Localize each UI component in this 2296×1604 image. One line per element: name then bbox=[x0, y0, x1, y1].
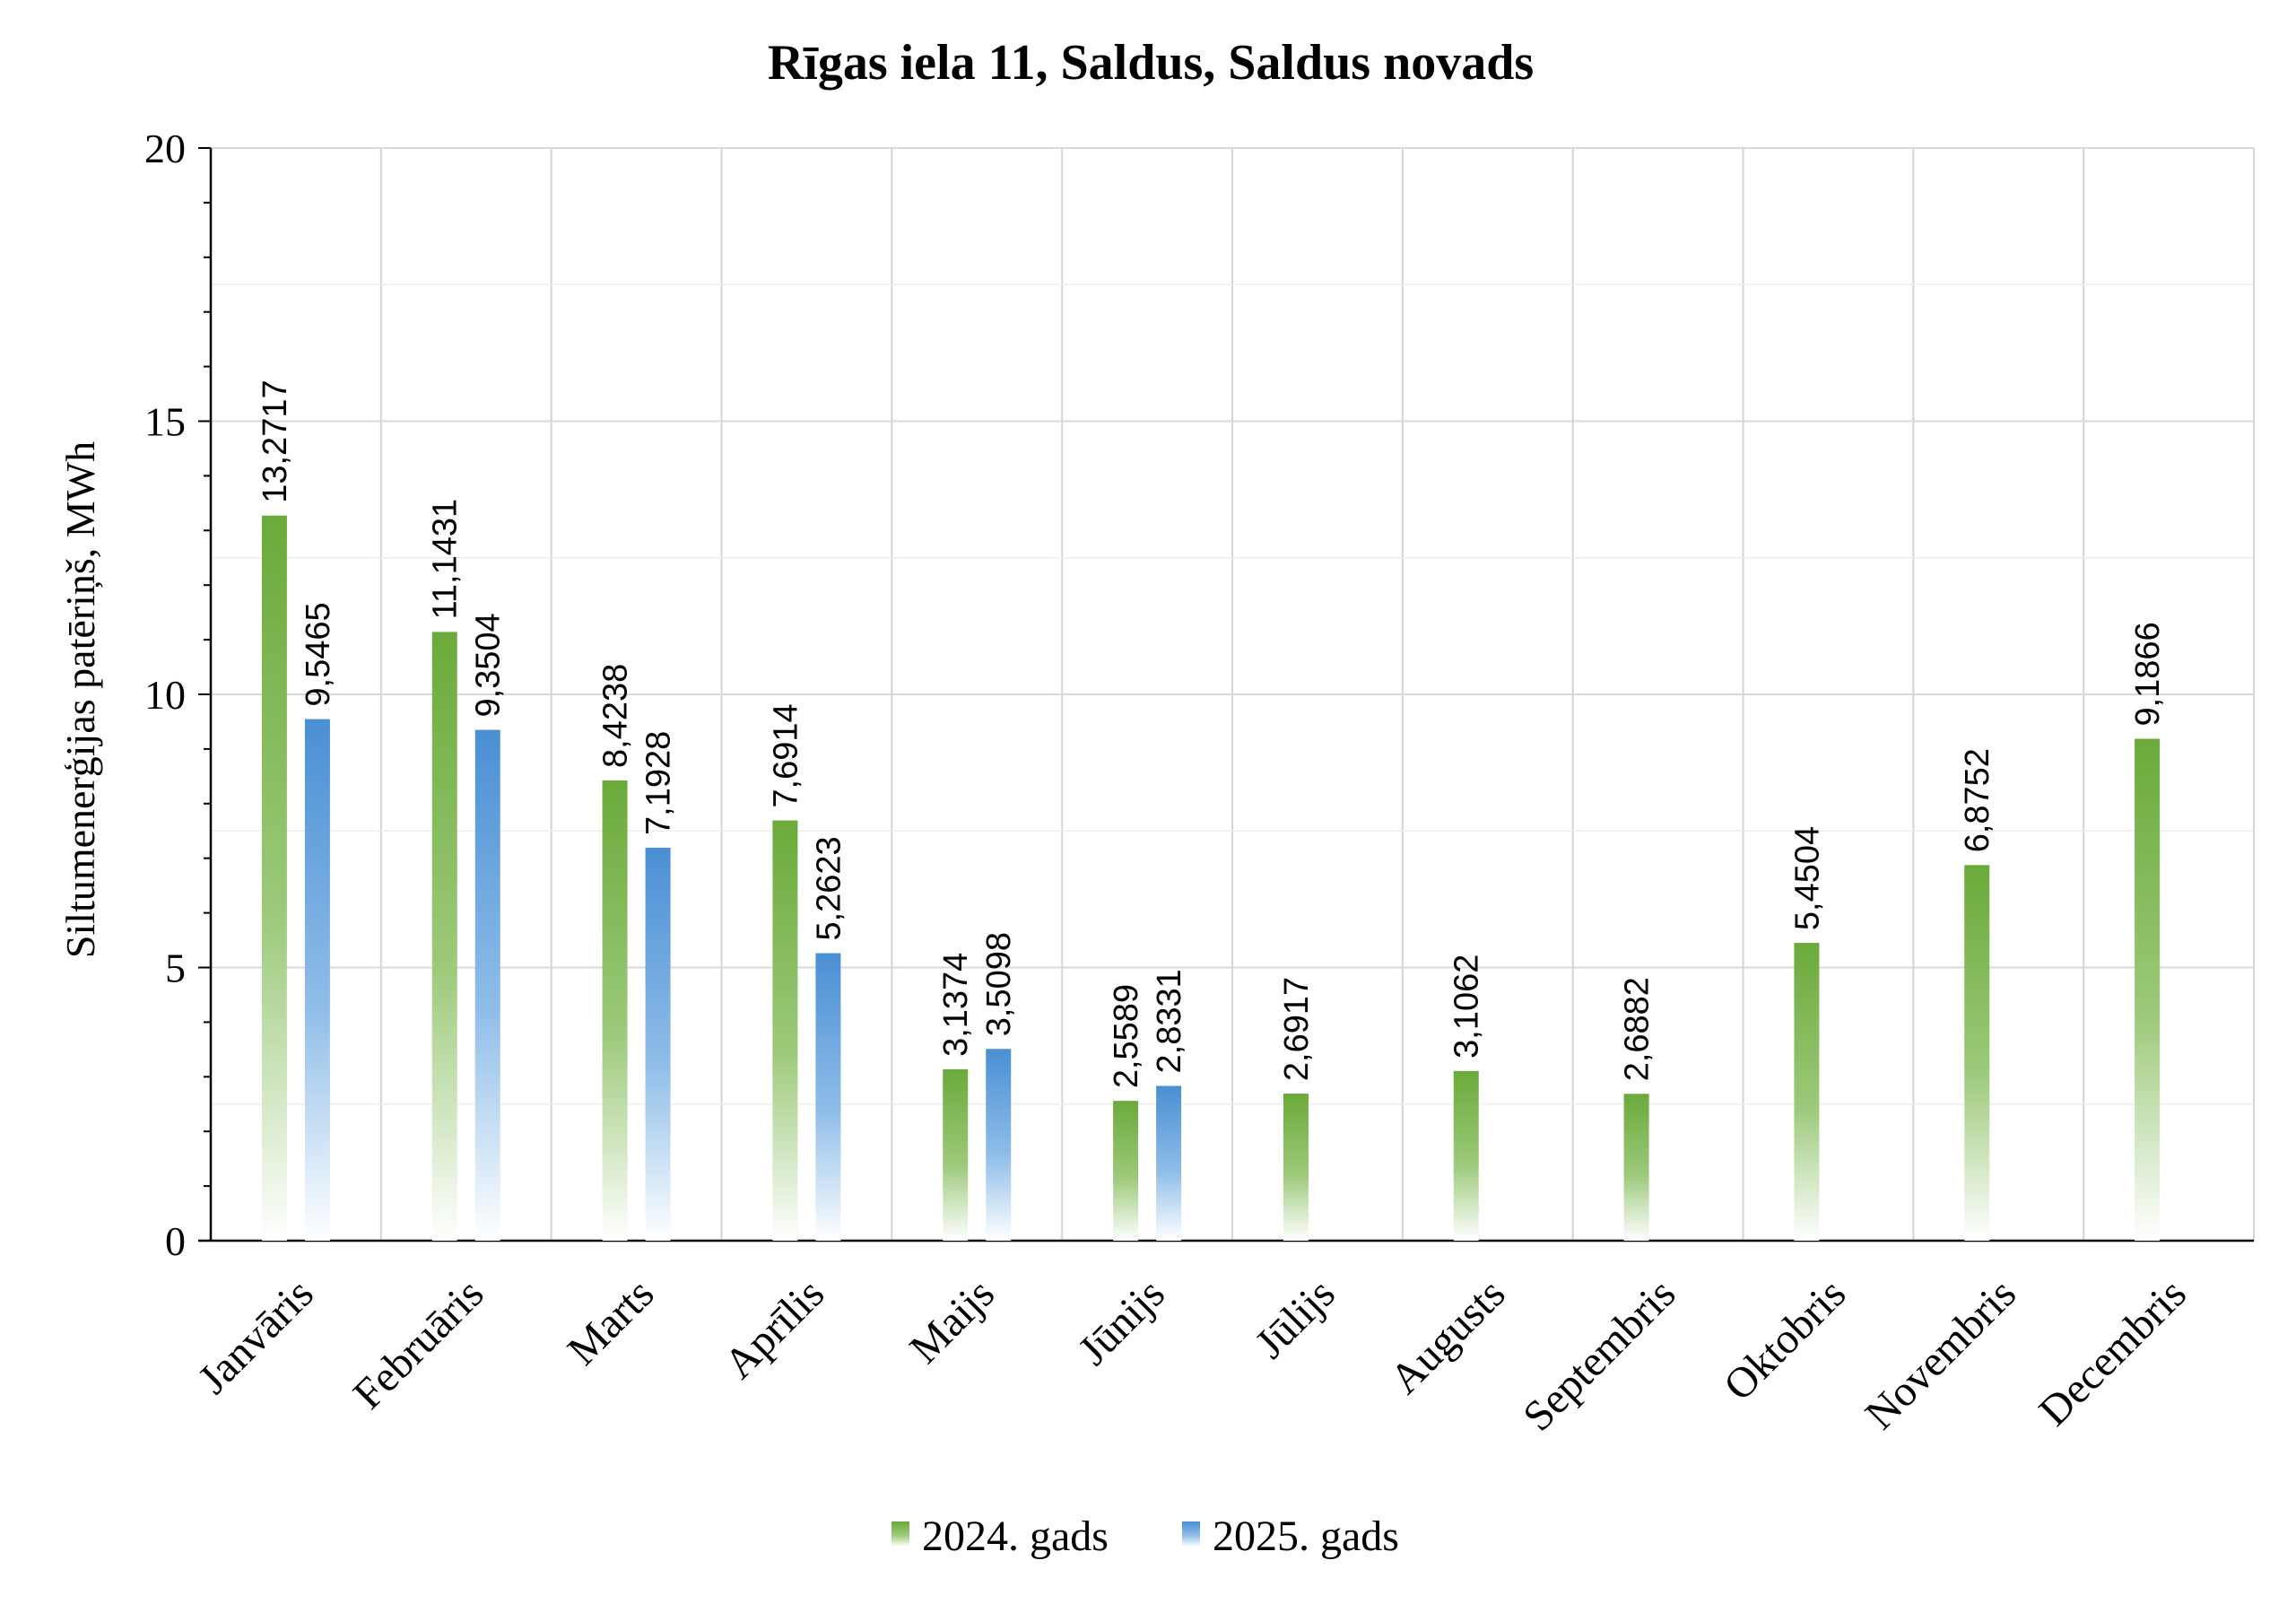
legend-swatch bbox=[891, 1521, 909, 1547]
bar-2024 bbox=[431, 632, 457, 1241]
bar-2025 bbox=[815, 953, 841, 1241]
data-label: 13,2717 bbox=[257, 379, 294, 502]
category-label: Novembris bbox=[1857, 1269, 2025, 1438]
legend-2025: 2025. gads bbox=[1182, 1512, 1399, 1560]
data-label: 2,6917 bbox=[1278, 977, 1316, 1081]
y-tick-label: 20 bbox=[144, 126, 186, 171]
data-label: 5,2623 bbox=[810, 836, 848, 940]
data-label: 9,5465 bbox=[300, 602, 337, 706]
legend-label: 2024. gads bbox=[922, 1512, 1109, 1560]
data-label: 3,5098 bbox=[980, 932, 1018, 1036]
data-label: 8,4238 bbox=[597, 664, 635, 768]
bar-2024 bbox=[943, 1068, 969, 1241]
category-label: Septembris bbox=[1514, 1269, 1684, 1440]
axes: 0 5 10 15 20 bbox=[144, 126, 2254, 1264]
y-tick-label: 5 bbox=[165, 946, 186, 991]
bar-2024 bbox=[772, 820, 798, 1241]
bar-2024 bbox=[1964, 865, 1990, 1241]
bar-2025 bbox=[986, 1049, 1012, 1241]
bar-2024 bbox=[602, 780, 628, 1241]
data-label: 3,1374 bbox=[937, 953, 975, 1057]
legend-label: 2025. gads bbox=[1213, 1512, 1399, 1560]
bar-2024 bbox=[1453, 1070, 1479, 1241]
data-label: 2,6882 bbox=[1619, 977, 1657, 1081]
data-label: 9,3504 bbox=[470, 613, 508, 717]
bar-2024 bbox=[261, 515, 287, 1241]
data-label: 6,8752 bbox=[1959, 748, 1996, 852]
category-label: Decembris bbox=[2030, 1269, 2195, 1434]
bar-2025 bbox=[474, 729, 500, 1241]
gridlines bbox=[211, 147, 2255, 1241]
data-label: 3,1062 bbox=[1448, 955, 1486, 1059]
category-label: Aprīlis bbox=[715, 1269, 833, 1388]
category-label: Jūnijs bbox=[1069, 1269, 1174, 1374]
data-label: 7,6914 bbox=[767, 703, 804, 807]
y-tick-label: 10 bbox=[144, 672, 186, 718]
category-label: Augusts bbox=[1381, 1269, 1515, 1403]
category-label: Februāris bbox=[344, 1269, 493, 1418]
bar-2025 bbox=[1156, 1085, 1182, 1241]
category-label: Oktobris bbox=[1715, 1269, 1855, 1409]
legend: 2024. gads 2025. gads bbox=[891, 1512, 1399, 1560]
legend-2024: 2024. gads bbox=[891, 1512, 1109, 1560]
category-label: Maijs bbox=[900, 1269, 1004, 1373]
y-axis-label: Siltumenerģijas patēriņš, MWh bbox=[57, 441, 103, 958]
data-label: 7,1928 bbox=[640, 731, 678, 835]
data-label: 5,4504 bbox=[1788, 826, 1826, 930]
category-label: Jūlijs bbox=[1247, 1269, 1344, 1367]
bars bbox=[261, 515, 2161, 1241]
bar-2025 bbox=[304, 719, 330, 1241]
category-label: Marts bbox=[559, 1269, 664, 1374]
bar-2024 bbox=[2135, 738, 2161, 1241]
data-label: 9,1866 bbox=[2129, 622, 2167, 726]
legend-swatch bbox=[1182, 1521, 1200, 1547]
data-label: 11,1431 bbox=[427, 499, 465, 620]
category-label: Janvāris bbox=[189, 1269, 323, 1403]
bar-2025 bbox=[645, 847, 671, 1241]
chart-title: Rīgas iela 11, Saldus, Saldus novads bbox=[768, 35, 1534, 91]
bar-2024 bbox=[1283, 1094, 1309, 1241]
y-tick-label: 0 bbox=[165, 1218, 186, 1264]
data-label: 2,5589 bbox=[1108, 984, 1145, 1088]
data-label: 2,8331 bbox=[1151, 969, 1188, 1073]
y-tick-label: 15 bbox=[144, 399, 186, 445]
category-labels: Janvāris Februāris Marts Aprīlis Maijs Jūnijs… bbox=[189, 1269, 2196, 1440]
bar-2024 bbox=[1623, 1094, 1649, 1241]
bar-2024 bbox=[1113, 1101, 1139, 1241]
bar-2024 bbox=[1794, 943, 1820, 1241]
